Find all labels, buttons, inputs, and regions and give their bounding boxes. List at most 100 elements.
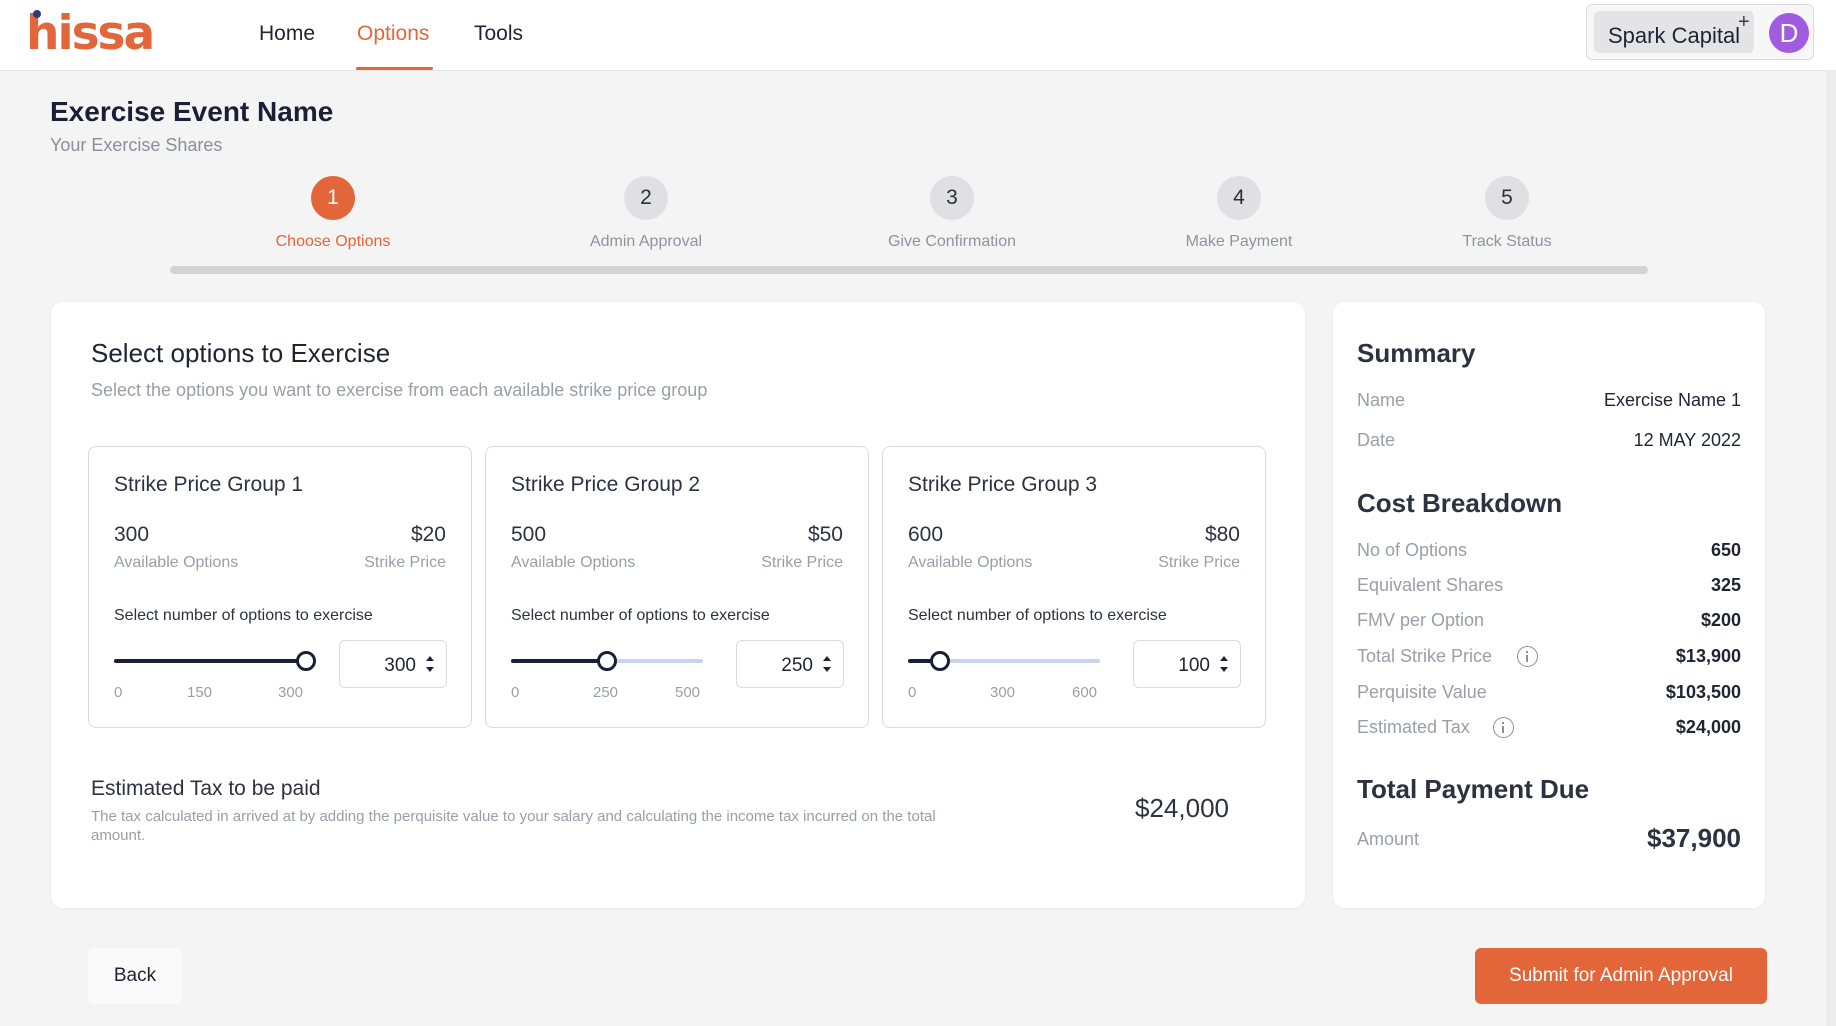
step-track-status[interactable]: 5 Track Status xyxy=(1397,176,1617,251)
info-icon[interactable] xyxy=(1493,717,1514,738)
slider-fill xyxy=(908,659,940,663)
step-admin-approval[interactable]: 2 Admin Approval xyxy=(536,176,756,251)
options-number-input[interactable]: 300 xyxy=(339,640,447,688)
section-subtitle: Select the options you want to exercise … xyxy=(91,380,708,400)
step-number: 3 xyxy=(930,176,974,220)
step-label: Give Confirmation xyxy=(887,233,1017,250)
group-title: Strike Price Group 2 xyxy=(511,473,701,496)
slider-thumb[interactable] xyxy=(296,651,316,671)
cost-value: $13,900 xyxy=(1675,646,1741,666)
nav-options[interactable]: Options xyxy=(357,22,430,45)
group-title: Strike Price Group 3 xyxy=(908,473,1098,496)
top-navigation-bar: hissa Home Options Tools Spark Capital +… xyxy=(0,0,1836,71)
cost-value: $24,000 xyxy=(1675,717,1741,737)
step-number: 5 xyxy=(1485,176,1529,220)
options-input-value: 250 xyxy=(781,655,813,676)
page-scrollbar[interactable] xyxy=(1826,71,1836,1026)
total-amount-label: Amount xyxy=(1357,829,1420,849)
slider-tick-max: 300 xyxy=(278,684,304,701)
options-slider[interactable] xyxy=(511,651,703,671)
cost-value: 650 xyxy=(1710,540,1741,560)
slider-thumb[interactable] xyxy=(930,651,950,671)
step-make-payment[interactable]: 4 Make Payment xyxy=(1129,176,1349,251)
chevron-up-down-icon[interactable] xyxy=(1218,653,1230,675)
select-options-label: Select number of options to exercise xyxy=(511,607,770,624)
step-label: Admin Approval xyxy=(589,233,703,250)
company-name: Spark Capital xyxy=(1608,23,1741,48)
slider-tick-mid: 250 xyxy=(593,684,619,701)
step-give-confirmation[interactable]: 3 Give Confirmation xyxy=(842,176,1062,251)
step-label: Track Status xyxy=(1462,233,1552,250)
options-number-input[interactable]: 100 xyxy=(1133,640,1241,688)
cost-label: Estimated Tax xyxy=(1357,717,1470,737)
page-subtitle: Your Exercise Shares xyxy=(50,135,223,155)
avatar[interactable]: D xyxy=(1769,13,1809,53)
strike-price-group-1: Strike Price Group 1 300 $20 Available O… xyxy=(88,446,472,728)
summary-title: Summary xyxy=(1357,338,1476,368)
strike-price-label: Strike Price xyxy=(1158,554,1240,571)
cost-label: Equivalent Shares xyxy=(1357,575,1504,595)
cost-label: Total Strike Price xyxy=(1357,646,1493,666)
slider-tick-min: 0 xyxy=(511,684,520,701)
select-options-card: Select options to Exercise Select the op… xyxy=(51,302,1305,908)
back-button[interactable]: Back xyxy=(88,948,182,1004)
options-slider[interactable] xyxy=(114,651,316,671)
step-number: 4 xyxy=(1217,176,1261,220)
available-options-value: 300 xyxy=(114,523,150,546)
section-title: Select options to Exercise xyxy=(91,338,391,368)
available-options-value: 600 xyxy=(908,523,944,546)
stepper-progress-track xyxy=(170,266,1648,274)
chevron-up-down-icon[interactable] xyxy=(424,653,436,675)
company-chip[interactable]: Spark Capital + xyxy=(1594,11,1754,53)
total-payment-title: Total Payment Due xyxy=(1357,774,1590,804)
info-icon[interactable] xyxy=(1517,646,1538,667)
select-options-label: Select number of options to exercise xyxy=(114,607,373,624)
estimated-tax-description: The tax calculated in arrived at by addi… xyxy=(91,808,936,844)
cost-label: No of Options xyxy=(1357,540,1468,560)
total-amount-row: Amount $37,900 xyxy=(1357,823,1741,853)
chevron-up-down-icon[interactable] xyxy=(821,653,833,675)
slider-tick-mid: 150 xyxy=(187,684,213,701)
cost-row: FMV per Option $200 xyxy=(1357,610,1741,634)
estimated-tax-amount: $24,000 xyxy=(1135,793,1229,823)
cost-label: Perquisite Value xyxy=(1357,682,1487,702)
available-options-label: Available Options xyxy=(511,554,636,571)
available-options-label: Available Options xyxy=(908,554,1033,571)
summary-name-value: Exercise Name 1 xyxy=(1603,390,1741,410)
options-number-input[interactable]: 250 xyxy=(736,640,844,688)
hissa-logo[interactable]: hissa xyxy=(26,6,155,61)
options-input-value: 300 xyxy=(384,655,416,676)
select-options-label: Select number of options to exercise xyxy=(908,607,1167,624)
cost-row: No of Options 650 xyxy=(1357,540,1741,564)
nav-home[interactable]: Home xyxy=(259,22,316,45)
slider-fill xyxy=(114,659,306,663)
cost-row: Equivalent Shares 325 xyxy=(1357,575,1741,599)
slider-thumb[interactable] xyxy=(597,651,617,671)
estimated-tax-title: Estimated Tax to be paid xyxy=(91,777,321,800)
cost-label: FMV per Option xyxy=(1357,610,1485,630)
plus-icon[interactable]: + xyxy=(1738,11,1750,33)
nav-tools[interactable]: Tools xyxy=(474,22,524,45)
strike-price-label: Strike Price xyxy=(761,554,843,571)
step-choose-options[interactable]: 1 Choose Options xyxy=(223,176,443,251)
summary-date-row: Date 12 MAY 2022 xyxy=(1357,430,1741,454)
strike-price-group-3: Strike Price Group 3 600 $80 Available O… xyxy=(882,446,1266,728)
page-title: Exercise Event Name xyxy=(50,96,334,127)
cost-value: $103,500 xyxy=(1665,682,1741,702)
strike-price-value: $20 xyxy=(410,523,446,546)
strike-price-label: Strike Price xyxy=(364,554,446,571)
cost-row: Perquisite Value $103,500 xyxy=(1357,682,1741,706)
options-slider[interactable] xyxy=(908,651,1100,671)
available-options-label: Available Options xyxy=(114,554,239,571)
submit-for-admin-approval-button[interactable]: Submit for Admin Approval xyxy=(1475,948,1767,1004)
slider-fill xyxy=(511,659,607,663)
step-number: 1 xyxy=(311,176,355,220)
group-title: Strike Price Group 1 xyxy=(114,473,304,496)
total-amount-value: $37,900 xyxy=(1647,823,1741,853)
cost-row: Estimated Tax $24,000 xyxy=(1357,717,1741,741)
summary-date-value: 12 MAY 2022 xyxy=(1633,430,1741,450)
strike-price-group-2: Strike Price Group 2 500 $50 Available O… xyxy=(485,446,869,728)
summary-name-label: Name xyxy=(1357,390,1406,410)
summary-card: Summary Name Exercise Name 1 Date 12 MAY… xyxy=(1333,302,1765,908)
account-switcher[interactable]: Spark Capital + D xyxy=(1586,4,1814,60)
